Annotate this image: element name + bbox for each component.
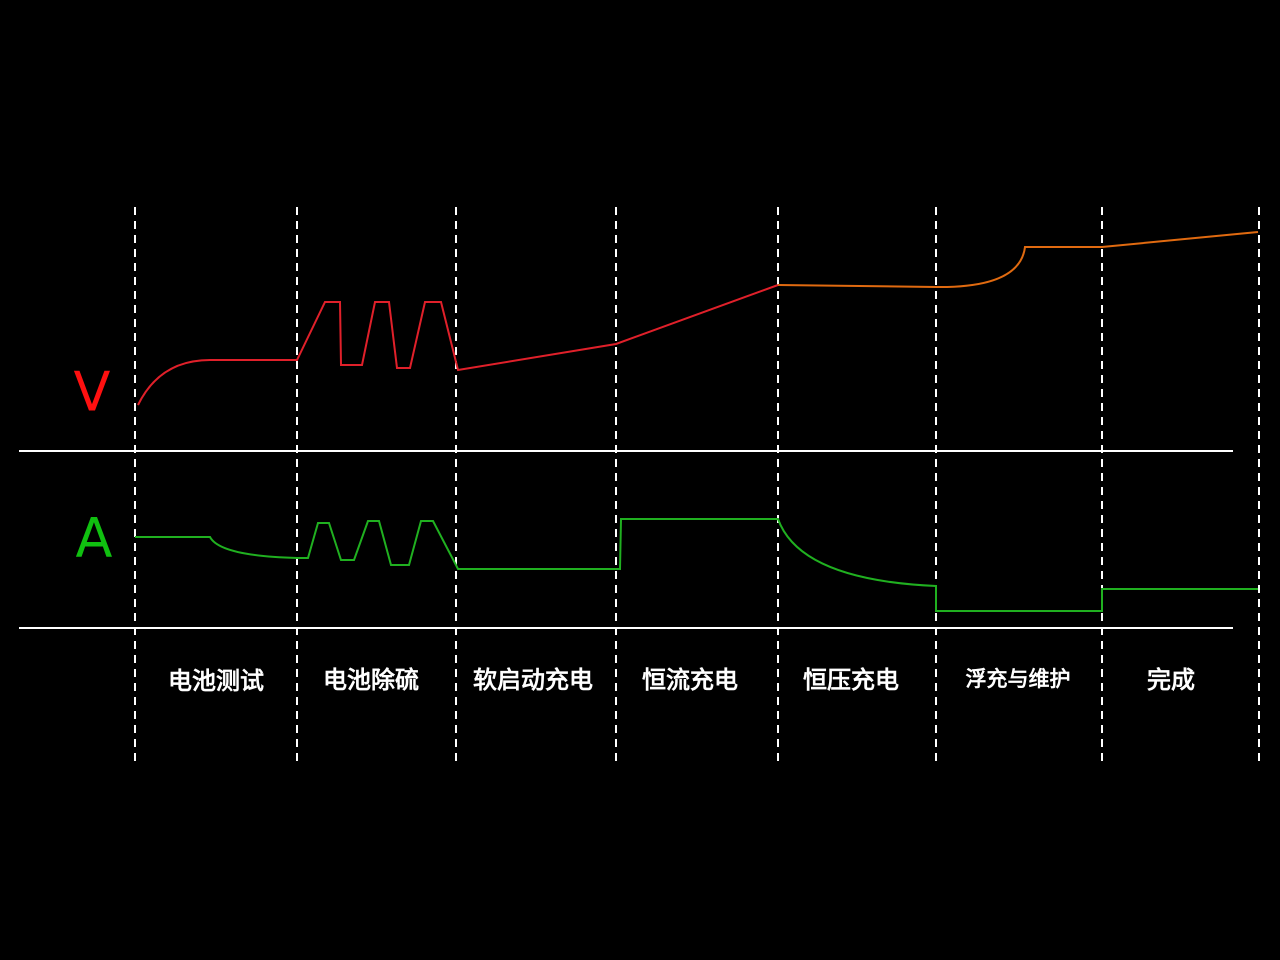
stage-label: 恒压充电 (803, 666, 899, 694)
voltage-label: V (74, 361, 111, 424)
stage-label: 完成 (1147, 666, 1195, 694)
stage-label: 软启动充电 (473, 666, 593, 694)
stage-label: 浮充与维护 (966, 667, 1071, 691)
stage-label: 恒流充电 (642, 666, 738, 694)
stage-label: 电池除硫 (323, 666, 419, 694)
voltage-curve (137, 284, 779, 406)
stage-label: 电池测试 (168, 667, 264, 695)
current-label: A (76, 507, 113, 570)
current-curve (135, 518, 1258, 612)
voltage-curve-late (777, 231, 1259, 289)
stage-dividers (134, 207, 1260, 762)
